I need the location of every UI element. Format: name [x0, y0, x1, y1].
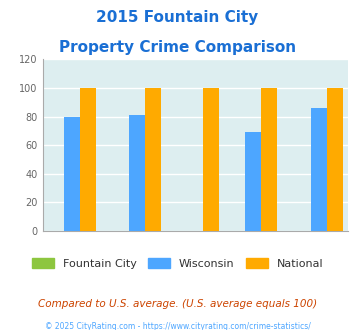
Text: Property Crime Comparison: Property Crime Comparison	[59, 40, 296, 54]
Text: Compared to U.S. average. (U.S. average equals 100): Compared to U.S. average. (U.S. average …	[38, 299, 317, 309]
Bar	[80, 88, 95, 231]
Legend: Fountain City, Wisconsin, National: Fountain City, Wisconsin, National	[27, 254, 328, 273]
Bar	[145, 88, 161, 231]
Bar	[261, 88, 277, 231]
Bar	[64, 116, 80, 231]
Bar	[245, 132, 261, 231]
Bar	[327, 88, 343, 231]
Text: © 2025 CityRating.com - https://www.cityrating.com/crime-statistics/: © 2025 CityRating.com - https://www.city…	[45, 322, 310, 330]
Text: 2015 Fountain City: 2015 Fountain City	[96, 10, 259, 25]
Bar	[311, 108, 327, 231]
Bar	[129, 115, 145, 231]
Bar	[203, 88, 219, 231]
